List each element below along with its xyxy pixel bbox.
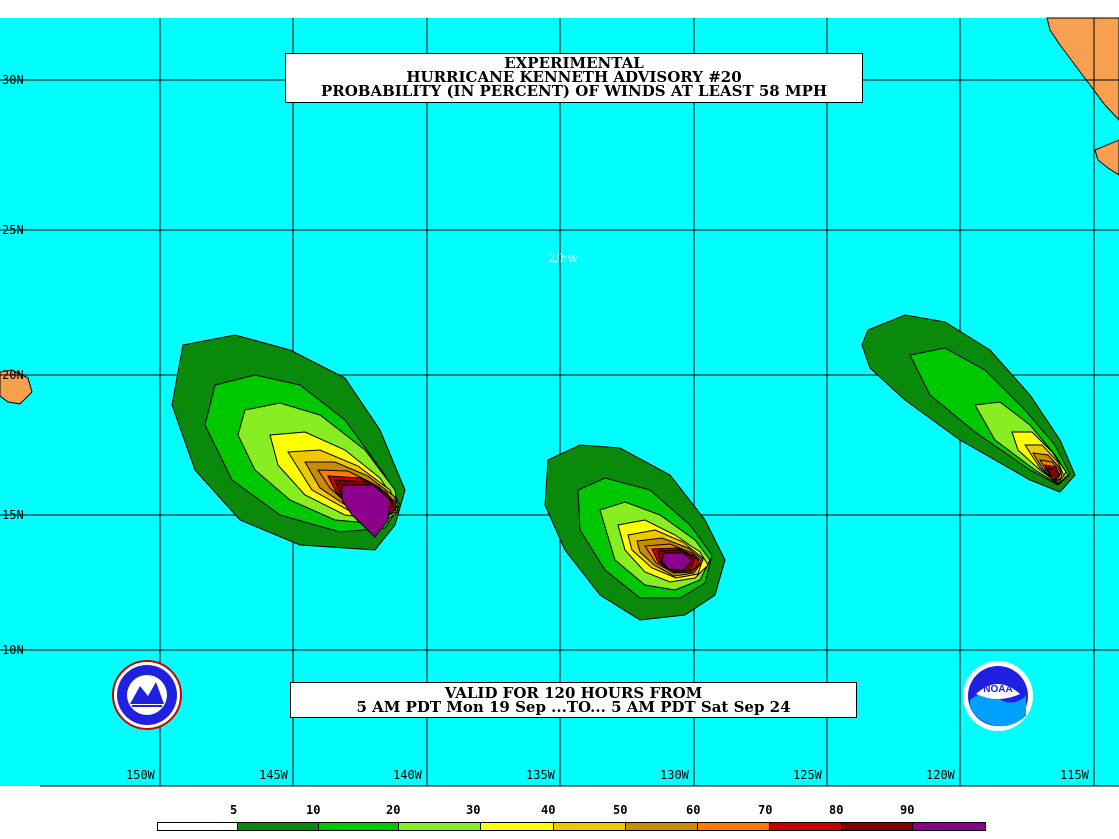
legend-label-70: 70 <box>758 803 773 817</box>
lon-label-125w: 125W <box>793 768 822 782</box>
legend-swatch-70-80 <box>769 822 842 831</box>
legend-label-20: 20 <box>386 803 401 817</box>
probability-swath-middle <box>544 444 726 621</box>
legend-swatch-10-20 <box>318 822 399 831</box>
valid-line-1: VALID FOR 120 HOURS FROM <box>444 684 703 702</box>
legend-label-80: 80 <box>829 803 844 817</box>
legend-swatch-40-50 <box>553 822 626 831</box>
lon-label-135w: 135W <box>526 768 555 782</box>
legend-swatch-30-40 <box>480 822 554 831</box>
lon-label-150w: 150W <box>126 768 155 782</box>
probability-swath-east <box>861 314 1076 493</box>
valid-period-box: VALID FOR 120 HOURS FROM 5 AM PDT Mon 19… <box>290 682 857 718</box>
legend-label-30: 30 <box>466 803 481 817</box>
lat-label-10n: 10N <box>2 643 24 657</box>
lon-label-130w: 130W <box>660 768 689 782</box>
legend-label-60: 60 <box>686 803 701 817</box>
nws-logo-icon <box>112 660 182 730</box>
lat-label-20n: 20N <box>2 368 24 382</box>
lat-label-30n: 30N <box>2 73 24 87</box>
lat-label-15n: 15N <box>2 508 24 522</box>
lat-label-25n: 25N <box>2 223 24 237</box>
title-line-3: PROBABILITY (IN PERCENT) OF WINDS AT LEA… <box>320 82 828 100</box>
title-line-2: HURRICANE KENNETH ADVISORY #20 <box>406 68 742 86</box>
lon-label-120w: 120W <box>926 768 955 782</box>
noaa-logo-icon: NOAA <box>963 661 1033 731</box>
legend-label-50: 50 <box>613 803 628 817</box>
legend-label-40: 40 <box>541 803 556 817</box>
title-box: EXPERIMENTAL HURRICANE KENNETH ADVISORY … <box>285 53 863 103</box>
legend-swatch-20-30 <box>398 822 481 831</box>
lon-label-145w: 145W <box>259 768 288 782</box>
lon-label-115w: 115W <box>1060 768 1089 782</box>
land-baja <box>1046 17 1119 121</box>
legend-swatch-80-90 <box>841 822 913 831</box>
lon-label-140w: 140W <box>393 768 422 782</box>
legend-swatch-0-5 <box>157 822 238 831</box>
legend-swatch-5-10 <box>237 822 319 831</box>
probability-swath-west <box>171 334 406 551</box>
legend-swatch-90-100 <box>912 822 986 831</box>
noaa-logo-text: NOAA <box>983 684 1012 695</box>
legend-label-10: 10 <box>306 803 321 817</box>
valid-line-2: 5 AM PDT Mon 19 Sep ...TO... 5 AM PDT Sa… <box>356 698 791 716</box>
legend-swatch-50-60 <box>625 822 698 831</box>
legend-background <box>0 786 1119 839</box>
land-mexico <box>1094 139 1119 176</box>
legend-label-90: 90 <box>900 803 915 817</box>
title-line-1: EXPERIMENTAL <box>504 54 644 72</box>
legend-label-5: 5 <box>230 803 238 817</box>
legend-swatch-60-70 <box>697 822 770 831</box>
land-hawaii <box>0 369 33 405</box>
forecaster-initials: 2/hw <box>548 251 578 265</box>
